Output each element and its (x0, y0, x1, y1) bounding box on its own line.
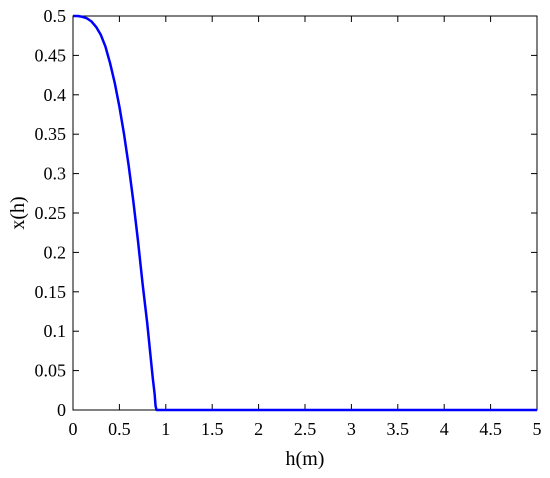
y-tick-label: 0.4 (44, 85, 67, 105)
x-axis-label: h(m) (286, 448, 325, 470)
x-tick-label: 1 (161, 419, 170, 439)
x-tick-label: 0.5 (108, 419, 131, 439)
x-tick-label: 1.5 (201, 419, 224, 439)
x-tick-label: 2 (254, 419, 263, 439)
y-tick-label: 0.25 (35, 203, 67, 223)
y-tick-label: 0.15 (35, 282, 67, 302)
axes-frame (72, 15, 538, 411)
y-tick-label: 0.05 (35, 361, 67, 381)
x-tick-label: 5 (533, 419, 542, 439)
x-tick-label: 0 (69, 419, 78, 439)
x-tick-label: 4.5 (479, 419, 502, 439)
y-tick-label: 0.3 (44, 164, 67, 184)
x-tick-label: 3 (347, 419, 356, 439)
y-tick-label: 0.35 (35, 124, 67, 144)
plot-area: 0 0.5 1 1.5 2 2.5 3 3.5 4 4.5 5 0 0.05 0.1 0.15 0.2 0.25… (35, 6, 542, 439)
x-tick-label: 2.5 (294, 419, 317, 439)
series-line-0 (73, 14, 537, 412)
y-tick-label: 0.45 (35, 45, 67, 65)
y-tick-label: 0.5 (44, 6, 67, 26)
y-tick-label: 0.1 (44, 321, 67, 341)
y-tick-label: 0 (57, 400, 66, 420)
x-tick-label: 4 (440, 419, 449, 439)
y-tick-label: 0.2 (44, 242, 67, 262)
y-axis-label: x(h) (7, 196, 29, 229)
x-tick-label: 3.5 (387, 419, 410, 439)
